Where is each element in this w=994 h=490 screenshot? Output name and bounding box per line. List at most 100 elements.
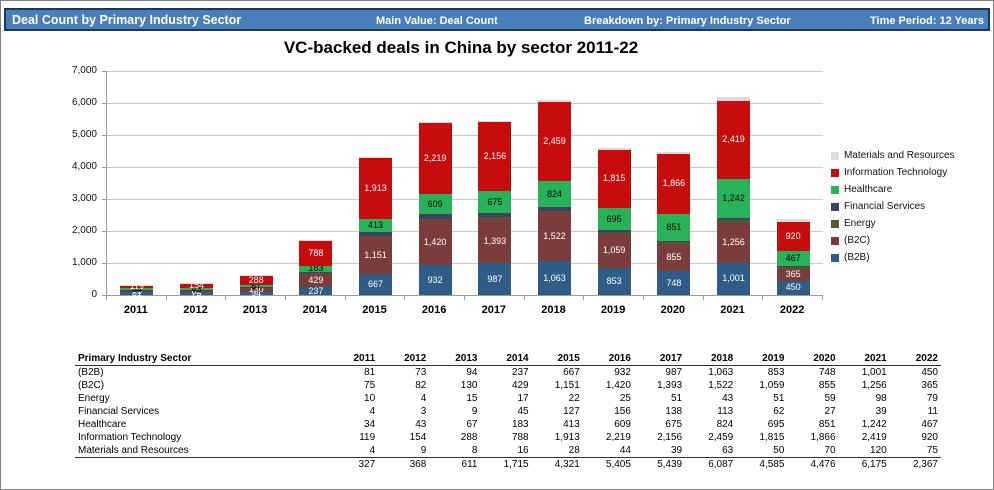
row-value: 10 [364, 392, 376, 404]
row-value: 15 [466, 392, 478, 404]
header-bar: Deal Count by Primary Industry Sector Ma… [4, 8, 990, 31]
row-value: 75 [364, 379, 376, 391]
y-tick-label: 5,000 [71, 129, 97, 140]
legend-item: Information Technology [831, 164, 955, 181]
bar-segment-b2c-2013 [239, 287, 273, 292]
x-tick-mark [523, 296, 525, 300]
row-value: 365 [921, 379, 938, 391]
legend-item: Materials and Resources [831, 147, 955, 164]
bar-segment-b2b-2022 [776, 280, 810, 295]
row-value: 44 [619, 444, 631, 456]
bar-segment-healthcare-2018 [538, 180, 571, 208]
row-value: 695 [767, 418, 785, 430]
table-year-header: 2018 [685, 352, 737, 366]
row-value: 1,815 [759, 431, 785, 443]
row-label: Materials and Resources [78, 444, 189, 456]
row-value: 62 [773, 405, 785, 417]
gridline [107, 263, 823, 264]
header-main-value: Main Value: Deal Count [376, 15, 498, 27]
bar-segment-b2c-2022 [776, 268, 810, 281]
y-tick-label: 0 [91, 289, 97, 300]
bar-segment-financialservices-2016 [418, 213, 452, 219]
chart-title: VC-backed deals in China by sector 2011-… [283, 38, 639, 57]
row-value: 1,866 [810, 431, 836, 443]
bar-segment-financialservices-2020 [657, 240, 691, 242]
row-value: 288 [460, 431, 478, 443]
bar-segment-informationtechnology-2022 [776, 221, 810, 252]
chart-legend: Materials and Resources Information Techn… [831, 147, 955, 266]
x-axis-label: 2017 [481, 304, 507, 316]
y-tick-mark [102, 71, 106, 72]
bar-segment-healthcare-2020 [657, 213, 691, 241]
table-year-header: 2015 [531, 352, 583, 366]
bar-segment-healthcare-2016 [418, 194, 452, 214]
row-value: 70 [824, 444, 836, 456]
y-tick-mark [102, 263, 106, 264]
x-axis-label: 2013 [242, 304, 268, 316]
bar-segment-healthcare-2013 [239, 284, 273, 288]
bar-segment-informationtechnology-2011 [120, 284, 154, 289]
row-value: 1,063 [708, 366, 734, 378]
row-value: 6,087 [685, 457, 737, 471]
row-value: 34 [364, 418, 376, 430]
row-value: 920 [921, 431, 938, 443]
row-value: 368 [378, 457, 430, 471]
x-tick-mark [643, 296, 644, 300]
bar-segment-b2b-2017 [478, 263, 512, 295]
bar-segment-b2c-2015 [359, 236, 392, 274]
row-value: 327 [327, 457, 379, 471]
row-label: Financial Services [78, 405, 160, 417]
table-year-header: 2012 [378, 352, 430, 366]
data-table-wrap: Primary Industry Sector 2011 2012 2013 2014… [75, 352, 941, 471]
row-value: 59 [824, 392, 836, 404]
row-value: 667 [563, 366, 580, 378]
x-axis-label: 2016 [421, 304, 447, 316]
x-axis-label: 2020 [660, 304, 686, 316]
row-value: 5,439 [633, 457, 686, 471]
table-year-header: 2022 [889, 352, 941, 366]
bar-segment-informationtechnology-2020 [657, 154, 691, 214]
bar-segment-informationtechnology-2019 [597, 149, 631, 208]
bar-segment-materialsandresources-2015 [359, 156, 392, 158]
row-value: 611 [429, 457, 481, 471]
bar-segment-energy-2019 [597, 232, 631, 234]
row-value: 113 [717, 405, 734, 417]
table-header-label: Primary Industry Sector [75, 352, 327, 366]
row-value: 39 [875, 405, 887, 417]
row-value: 2,459 [708, 431, 734, 443]
bar-segment-b2b-2019 [597, 267, 631, 295]
row-value: 3 [420, 405, 427, 417]
legend-swatch-icon [831, 185, 839, 194]
bar-segment-b2b-2011 [120, 292, 154, 295]
bar-segment-healthcare-2012 [180, 288, 213, 290]
row-value: 67 [466, 418, 478, 430]
bar-segment-informationtechnology-2016 [418, 123, 452, 195]
y-tick-mark [102, 295, 106, 296]
row-value: 119 [359, 431, 376, 443]
row-value: 130 [460, 379, 478, 391]
bar-segment-materialsandresources-2017 [478, 120, 512, 123]
row-value: 51 [670, 392, 683, 404]
row-value: 120 [870, 444, 887, 456]
row-value: 429 [511, 379, 529, 391]
bar-segment-b2b-2020 [657, 271, 691, 295]
table-year-header: 2021 [838, 352, 890, 366]
bar-segment-energy-2017 [478, 217, 512, 219]
row-value: 27 [824, 405, 836, 417]
row-value: 1,913 [554, 431, 580, 443]
legend-swatch-icon [831, 236, 839, 245]
bar-segment-b2c-2018 [538, 212, 571, 261]
bar-segment-b2c-2014 [299, 273, 333, 288]
y-tick-label: 6,000 [71, 97, 97, 108]
gridline [107, 135, 823, 136]
table-row: Healthcare 34 43 67 183 413 609 675 824 695 851 1,2… [75, 418, 941, 431]
table-header-row: Primary Industry Sector 2011 2012 2013 2014… [75, 352, 941, 366]
bar-segment-b2c-2011 [120, 290, 154, 293]
table-year-header: 2013 [429, 352, 481, 366]
bar-segment-informationtechnology-2021 [717, 101, 750, 179]
bar-segment-energy-2014 [299, 273, 333, 274]
table-total-row: 327 368 611 1,715 4,321 5,405 5,439 6,087 4,585 4… [75, 457, 941, 471]
row-value: 824 [716, 418, 734, 430]
gridline [107, 103, 823, 104]
